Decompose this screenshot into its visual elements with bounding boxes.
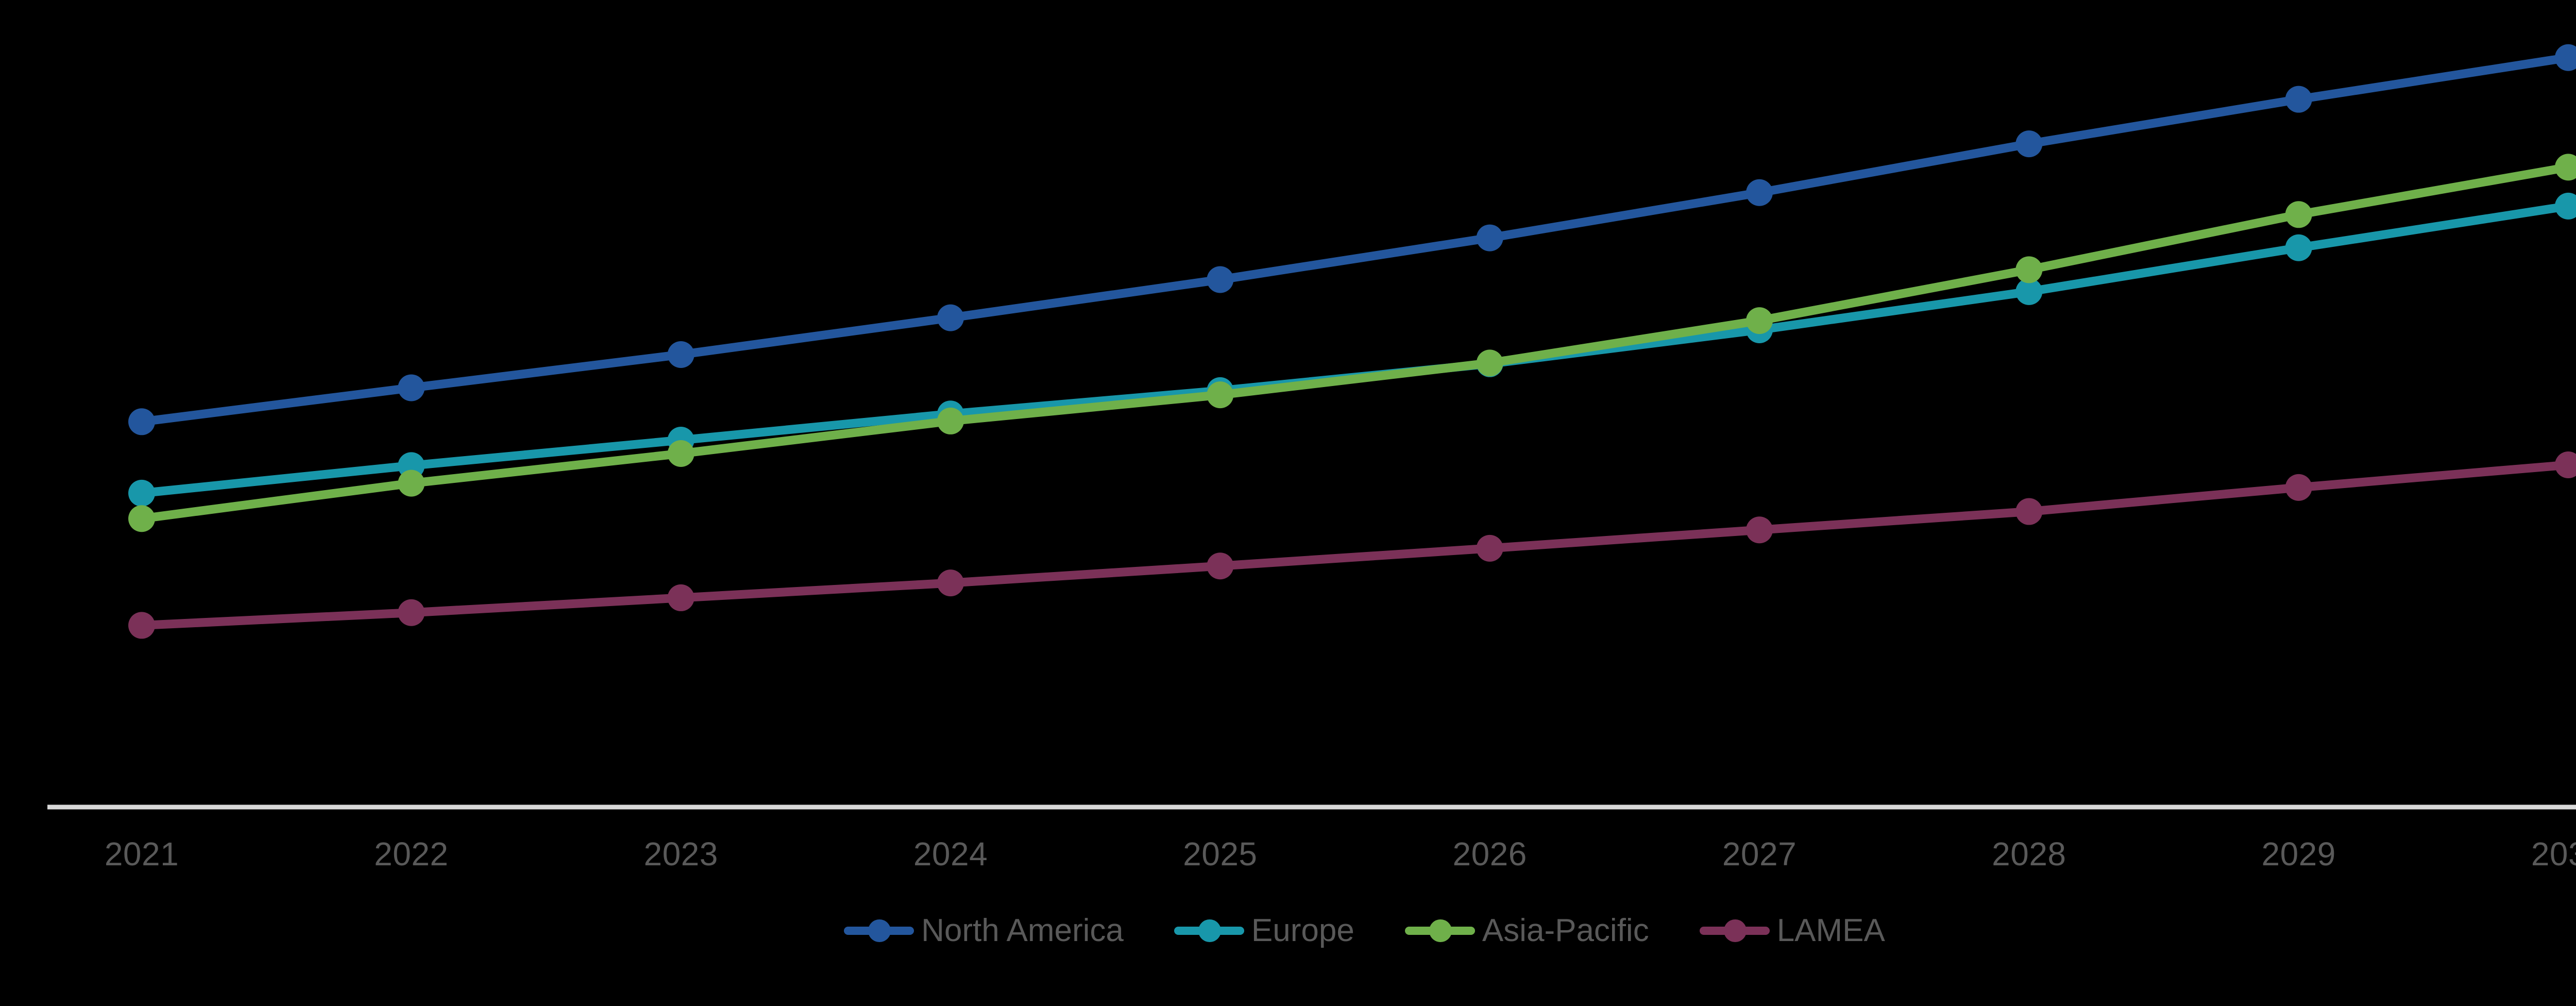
data-point[interactable] <box>1746 307 1773 334</box>
data-point[interactable] <box>2015 256 2043 283</box>
legend-item-europe[interactable]: Europe <box>1174 912 1354 949</box>
legend-marker-icon <box>1699 915 1770 946</box>
data-point[interactable] <box>1476 534 1503 562</box>
legend-label: North America <box>921 913 1124 948</box>
data-point[interactable] <box>2555 192 2576 220</box>
data-point[interactable] <box>937 304 964 331</box>
data-point[interactable] <box>128 505 155 532</box>
data-point[interactable] <box>2015 498 2043 525</box>
x-tick-label-2025: 2025 <box>1183 835 1258 873</box>
data-point[interactable] <box>128 408 155 435</box>
data-point[interactable] <box>2555 44 2576 71</box>
data-point[interactable] <box>2015 278 2043 305</box>
data-point[interactable] <box>1476 349 1503 377</box>
data-point[interactable] <box>1476 224 1503 252</box>
x-tick-label-2026: 2026 <box>1452 835 1527 873</box>
data-point[interactable] <box>398 470 425 497</box>
legend-label: Asia-Pacific <box>1482 913 1649 948</box>
data-point[interactable] <box>2015 130 2043 158</box>
x-tick-label-2029: 2029 <box>2261 835 2336 873</box>
data-point[interactable] <box>2555 451 2576 478</box>
series-line <box>137 53 2573 426</box>
legend-dot <box>868 919 891 942</box>
data-point[interactable] <box>128 612 155 639</box>
data-point[interactable] <box>937 569 964 597</box>
data-point[interactable] <box>1746 516 1773 544</box>
legend-dot <box>1723 919 1747 942</box>
data-point[interactable] <box>667 584 694 611</box>
series-layer <box>128 44 2576 639</box>
series-asia-pacific <box>128 154 2576 532</box>
data-point[interactable] <box>2285 86 2312 113</box>
data-point[interactable] <box>128 479 155 507</box>
series-line <box>137 460 2573 630</box>
legend-label: LAMEA <box>1776 913 1885 948</box>
legend-item-north-america[interactable]: North America <box>844 912 1124 949</box>
data-point[interactable] <box>2285 201 2312 228</box>
legend-marker-icon <box>1404 915 1475 946</box>
data-point[interactable] <box>398 374 425 401</box>
data-point[interactable] <box>398 599 425 626</box>
legend-label: Europe <box>1251 913 1354 948</box>
data-point[interactable] <box>1746 179 1773 206</box>
x-tick-label-2030: 2030 <box>2531 835 2576 873</box>
x-tick-label-2024: 2024 <box>913 835 988 873</box>
data-point[interactable] <box>1207 381 1234 409</box>
legend-marker-icon <box>1174 915 1244 946</box>
chart-legend: North America Europe Asia-Pacific LAMEA <box>0 912 2576 949</box>
x-tick-label-2023: 2023 <box>643 835 718 873</box>
series-line <box>137 162 2573 523</box>
x-tick-label-2022: 2022 <box>374 835 449 873</box>
data-point[interactable] <box>1207 552 1234 580</box>
legend-item-asia-pacific[interactable]: Asia-Pacific <box>1404 912 1649 949</box>
legend-item-lamea[interactable]: LAMEA <box>1699 912 1885 949</box>
legend-marker-icon <box>844 915 914 946</box>
data-point[interactable] <box>2285 474 2312 501</box>
legend-dot <box>1429 919 1452 942</box>
data-point[interactable] <box>667 341 694 368</box>
series-line <box>137 202 2573 498</box>
series-north-america <box>128 44 2576 435</box>
x-tick-label-2021: 2021 <box>104 835 179 873</box>
series-europe <box>128 192 2576 507</box>
data-point[interactable] <box>667 440 694 467</box>
data-point[interactable] <box>937 407 964 434</box>
data-point[interactable] <box>1207 266 1234 293</box>
series-lamea <box>128 451 2576 639</box>
data-point[interactable] <box>2555 154 2576 181</box>
legend-dot <box>1198 919 1221 942</box>
x-tick-label-2027: 2027 <box>1722 835 1797 873</box>
data-point[interactable] <box>2285 234 2312 261</box>
x-tick-label-2028: 2028 <box>1992 835 2066 873</box>
